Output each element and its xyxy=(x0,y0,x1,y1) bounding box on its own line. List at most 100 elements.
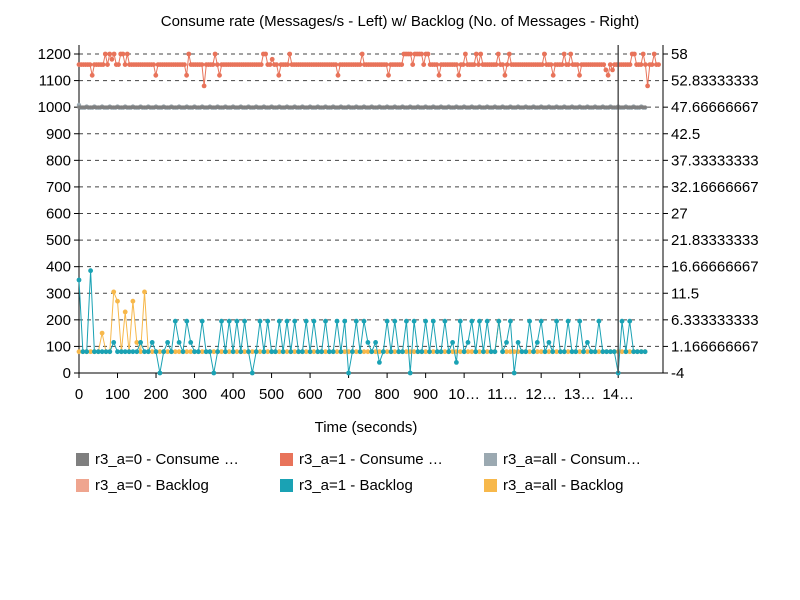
y-left-tick-label: 800 xyxy=(46,152,71,169)
data-point xyxy=(425,51,431,57)
data-point xyxy=(392,349,398,355)
data-point xyxy=(199,318,205,324)
data-point xyxy=(605,72,611,78)
data-point xyxy=(89,72,95,78)
data-point xyxy=(269,349,274,355)
data-point xyxy=(287,51,293,57)
y-left-tick-label: 300 xyxy=(46,285,71,302)
data-point xyxy=(601,62,607,67)
x-tick-label: 600 xyxy=(298,386,323,403)
x-tick-label: 500 xyxy=(259,386,284,403)
y-right-tick-label: 52.83333333 xyxy=(671,73,759,90)
data-point xyxy=(130,349,136,355)
x-tick-label: 800 xyxy=(375,386,400,403)
legend-label: r3_a=all - Consum… xyxy=(503,450,641,468)
data-point xyxy=(469,349,475,355)
data-point xyxy=(411,318,417,324)
data-point xyxy=(365,340,371,345)
data-point xyxy=(635,349,640,355)
data-point xyxy=(415,349,421,355)
y-right-tick-label: 27 xyxy=(671,206,688,223)
data-point xyxy=(442,318,448,324)
legend-swatch xyxy=(76,478,89,492)
data-point xyxy=(157,370,163,376)
data-point xyxy=(373,340,378,345)
data-point xyxy=(334,318,340,324)
data-point xyxy=(234,349,240,355)
series-line xyxy=(79,52,659,86)
data-point xyxy=(473,349,479,355)
data-point xyxy=(142,349,147,355)
data-point xyxy=(303,349,309,355)
data-point xyxy=(504,349,509,355)
legend-item[interactable]: r3_a=0 - Backlog xyxy=(76,475,274,495)
data-point xyxy=(434,62,440,67)
data-point xyxy=(550,72,556,78)
data-point xyxy=(469,318,475,324)
data-point xyxy=(611,349,617,355)
legend-swatch xyxy=(280,452,293,466)
data-point xyxy=(539,62,545,67)
data-point xyxy=(134,340,140,345)
data-point xyxy=(196,349,201,355)
data-point xyxy=(315,349,321,355)
data-point xyxy=(548,62,554,67)
y-right-tick-label: 16.66666667 xyxy=(671,259,759,276)
data-point xyxy=(103,349,109,355)
data-point xyxy=(523,349,529,355)
data-point xyxy=(199,62,205,67)
x-tick-label: 12… xyxy=(525,386,557,403)
x-tick-label: 0 xyxy=(75,386,83,403)
data-point xyxy=(186,51,192,57)
legend-item[interactable]: r3_a=all - Backlog xyxy=(484,475,682,495)
data-point xyxy=(269,56,275,62)
data-point xyxy=(253,349,259,355)
data-point xyxy=(477,349,482,355)
data-point xyxy=(511,370,517,376)
x-tick-label: 700 xyxy=(336,386,361,403)
data-point xyxy=(627,349,633,355)
right-axis-ticks: -4 1.166666667 6.333333333 11.5 16.66666667 2… xyxy=(663,46,759,382)
data-point xyxy=(274,62,279,67)
y-left-tick-label: 900 xyxy=(46,126,71,143)
data-point xyxy=(496,318,502,324)
data-point xyxy=(404,318,409,324)
data-point xyxy=(473,51,479,57)
data-point xyxy=(446,349,452,355)
data-point xyxy=(214,62,220,67)
series-r3-a1-backlog xyxy=(76,268,648,376)
data-point xyxy=(492,349,498,355)
data-point xyxy=(585,340,590,345)
data-point xyxy=(126,349,132,355)
data-point xyxy=(192,349,197,355)
data-point xyxy=(319,349,324,355)
x-tick-label: 14… xyxy=(602,386,634,403)
y-left-tick-label: 600 xyxy=(46,206,71,223)
chart-title: Consume rate (Messages/s - Left) w/ Back… xyxy=(161,13,640,30)
data-point xyxy=(438,349,444,355)
data-point xyxy=(419,349,425,355)
data-point xyxy=(504,340,509,345)
y-right-tick-label: 42.5 xyxy=(671,126,700,143)
data-point xyxy=(423,318,428,324)
data-point xyxy=(457,349,463,355)
data-point xyxy=(257,318,263,324)
legend-item[interactable]: r3_a=0 - Consume … xyxy=(76,449,274,469)
data-point xyxy=(142,289,147,295)
y-right-tick-label: 58 xyxy=(671,46,688,63)
x-tick-label: 100 xyxy=(105,386,130,403)
data-point xyxy=(115,298,120,304)
data-point xyxy=(377,349,382,355)
data-point xyxy=(603,67,609,73)
data-point xyxy=(538,349,544,355)
data-point xyxy=(263,51,268,57)
data-point xyxy=(88,268,93,274)
legend-item[interactable]: r3_a=all - Consum… xyxy=(484,449,682,469)
data-point xyxy=(386,72,391,78)
data-point xyxy=(506,51,512,57)
y-right-tick-label: 47.66666667 xyxy=(671,99,759,116)
data-point xyxy=(411,349,417,355)
legend-item[interactable]: r3_a=1 - Backlog xyxy=(280,475,478,495)
legend-item[interactable]: r3_a=1 - Consume … xyxy=(280,449,478,469)
data-point xyxy=(527,349,532,355)
